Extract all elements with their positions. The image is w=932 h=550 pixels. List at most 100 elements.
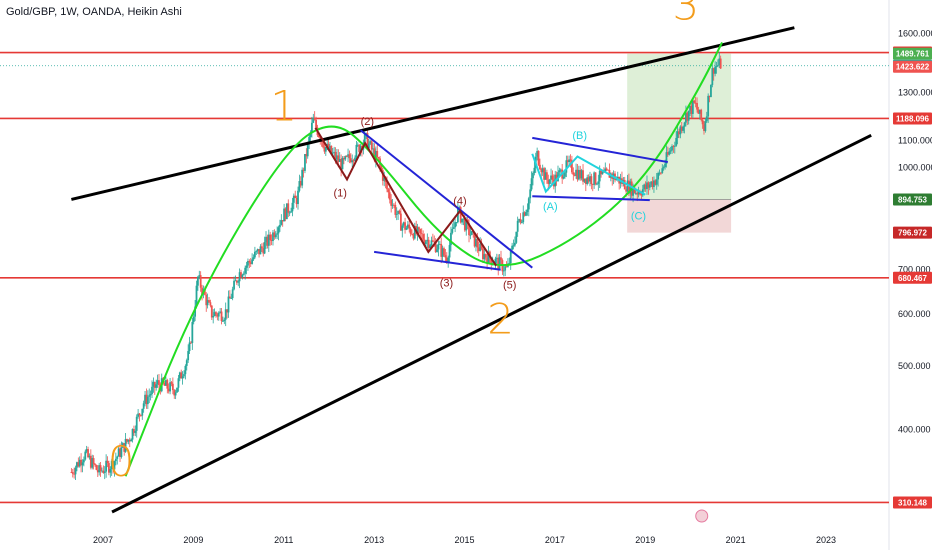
candle-body [181, 376, 184, 379]
candle-body [151, 386, 153, 395]
candle-body [654, 180, 657, 185]
blue-trendline[interactable] [532, 195, 650, 202]
candle-body [290, 211, 292, 213]
candle-body [666, 152, 669, 155]
candle-body [206, 300, 209, 306]
candle-body [530, 178, 533, 190]
candle-body [418, 227, 420, 230]
candle-body [368, 143, 370, 149]
candle-body [191, 322, 194, 343]
candle-body [201, 287, 203, 295]
price-tag [893, 193, 932, 206]
channel-line-upper[interactable] [71, 26, 795, 201]
candle-body [451, 228, 454, 233]
candle-body [461, 218, 463, 223]
candle-body [265, 236, 267, 243]
candle-body [411, 233, 413, 235]
candle-body [633, 187, 636, 194]
impulse-wave-path[interactable] [314, 127, 497, 267]
candle-body [463, 218, 466, 231]
elliott-wave-number: 1 [270, 81, 297, 130]
candle-body [704, 121, 707, 131]
candle-body [600, 170, 603, 175]
candle-body [448, 245, 451, 258]
green-arc-curve[interactable] [124, 41, 723, 477]
candle-body [330, 145, 333, 154]
candle-body [299, 181, 302, 186]
candle-body [95, 465, 98, 470]
y-axis-tick-label: 1600.000 [898, 28, 932, 38]
candle-body [579, 169, 582, 179]
candle-body [138, 413, 141, 416]
candle-body [562, 176, 565, 179]
candle-body [183, 374, 185, 377]
candle-body [94, 463, 96, 466]
y-axis-tick-label: 600.000 [898, 309, 931, 319]
candle-body [372, 148, 374, 150]
candle-body [540, 169, 543, 173]
price-tag [893, 47, 932, 60]
x-axis-tick-label: 2023 [816, 535, 836, 545]
candle-body [668, 151, 671, 155]
earnings-event-icon[interactable] [695, 509, 709, 523]
candle-body [430, 240, 433, 246]
candle-body [287, 203, 290, 213]
candle-body [234, 280, 237, 282]
candle-body [336, 155, 338, 160]
candle-body [237, 281, 240, 283]
candle-body [651, 181, 654, 188]
blue-trendline[interactable] [359, 129, 533, 269]
candle-body [76, 462, 78, 468]
candle-body [313, 118, 316, 120]
candle-body [406, 224, 409, 228]
candle-body [87, 449, 89, 458]
candle-body [228, 296, 231, 299]
candle-body [545, 172, 548, 180]
blue-trendline[interactable] [373, 250, 501, 271]
long-position-stop-zone[interactable] [627, 199, 732, 233]
candle-body [312, 118, 315, 123]
abc-correction-path[interactable] [531, 153, 646, 196]
wave-label: (1) [334, 187, 347, 199]
x-axis-tick-label: 2007 [93, 535, 113, 545]
candle-body [537, 151, 540, 165]
candle-body [260, 246, 263, 249]
candle-body [419, 229, 422, 234]
price-tag-label: 1489.761 [896, 50, 930, 59]
candle-body [105, 460, 108, 472]
candle-body [317, 135, 320, 137]
candle-body [91, 458, 94, 468]
candle-body [165, 380, 167, 386]
candle-body [604, 168, 607, 172]
candle-body [241, 274, 244, 278]
candle-body [490, 258, 493, 265]
candle-body [388, 192, 391, 200]
candle-body [572, 172, 575, 175]
candle-body [462, 218, 465, 220]
candle-body [163, 383, 166, 386]
candle-body [352, 160, 355, 162]
candle-body [486, 257, 488, 264]
blue-trendline[interactable] [532, 136, 669, 164]
candle-body [331, 152, 334, 154]
candle-body [226, 309, 228, 313]
channel-line-lower[interactable] [111, 133, 872, 514]
candle-body [280, 220, 283, 225]
candle-body [693, 100, 696, 103]
candle-body [196, 276, 199, 286]
candle-body [315, 119, 317, 128]
candle-body [532, 173, 534, 179]
candle-body [251, 259, 254, 264]
candle-body [687, 110, 690, 121]
candle-body [180, 372, 183, 379]
candle-body [96, 469, 99, 473]
candle-body [433, 241, 436, 243]
candle-body [469, 234, 472, 236]
candle-body [701, 119, 704, 125]
candle-body [126, 439, 128, 442]
candle-body [110, 460, 113, 470]
candle-body [208, 300, 210, 303]
candle-body [422, 234, 425, 240]
candle-body [274, 234, 277, 238]
